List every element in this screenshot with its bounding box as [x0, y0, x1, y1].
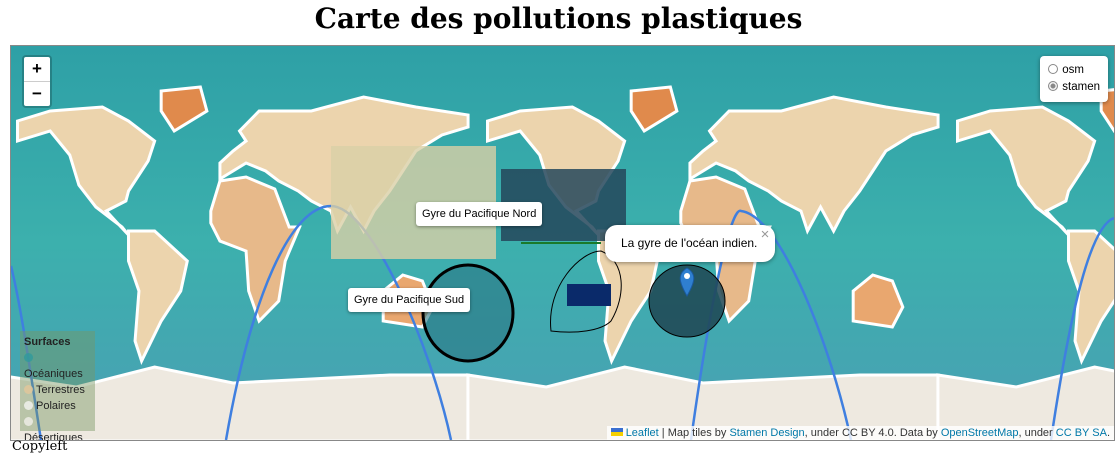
gyre-area [421, 263, 515, 363]
legend-label: Océaniques [24, 368, 83, 380]
popup-text: La gyre de l'océan indien. [621, 236, 758, 250]
legend-title: Surfaces [24, 336, 71, 348]
legend-label: Terrestres [36, 384, 85, 396]
legend-swatch [24, 417, 33, 426]
globe-image [567, 284, 611, 306]
legend-item: Désertiques [24, 414, 91, 441]
legend-swatch [24, 401, 33, 410]
text: , under CC BY 4.0. Data by [804, 427, 941, 439]
page-title: Carte des pollutions plastiques [314, 2, 803, 35]
footer: Copyleft [12, 439, 68, 454]
map[interactable]: + − osm stamen Surfaces Océaniques Terrest… [10, 45, 1115, 441]
popup-close[interactable]: × [760, 226, 770, 243]
marker[interactable] [679, 267, 695, 298]
link[interactable]: Leaflet [625, 427, 659, 439]
tooltip: Gyre du Pacifique Sud [348, 288, 471, 312]
gyre-area [648, 264, 726, 338]
legend-swatch [24, 353, 33, 362]
layer-option[interactable]: stamen [1048, 79, 1100, 96]
attribution: Leaflet | Map tiles by Stamen Design, un… [606, 426, 1114, 440]
popup: La gyre de l'océan indien. × [605, 225, 776, 262]
radio[interactable] [1048, 81, 1059, 91]
layer-option[interactable]: osm [1048, 62, 1100, 79]
legend-label: Polaires [36, 400, 76, 412]
text: . [1106, 427, 1110, 439]
flag-icon [610, 428, 623, 436]
text: , under [1018, 427, 1056, 439]
legend-swatch [24, 385, 33, 394]
zoom-control: + − [22, 55, 52, 108]
tooltip: Gyre du Pacifique Nord [416, 202, 543, 226]
link[interactable]: Stamen Design [729, 427, 805, 439]
legend-item: Terrestres [24, 382, 91, 398]
radio[interactable] [1048, 64, 1059, 74]
zoom-in[interactable]: + [32, 59, 42, 78]
map-canvas [11, 46, 1114, 440]
link[interactable]: CC BY SA [1055, 427, 1107, 439]
gyre-area [550, 250, 622, 333]
layer-control: osm stamen [1040, 56, 1108, 102]
layer-name: osm [1062, 64, 1085, 76]
legend-label: Désertiques [24, 432, 83, 441]
marker-dot [684, 273, 690, 279]
link[interactable]: OpenStreetMap [940, 427, 1019, 439]
legend: Surfaces Océaniques Terrestres Polaires Dés… [20, 331, 95, 440]
text: | Map tiles by [658, 427, 730, 439]
legend-item: Polaires [24, 398, 91, 414]
legend-item: Océaniques [24, 350, 91, 382]
zoom-out[interactable]: − [24, 81, 50, 106]
layer-name: stamen [1062, 81, 1100, 93]
